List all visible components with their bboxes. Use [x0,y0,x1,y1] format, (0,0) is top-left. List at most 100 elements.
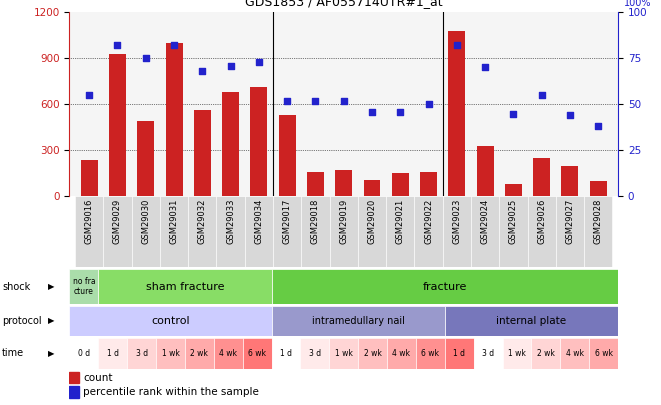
Bar [300,338,329,369]
Text: 3 d: 3 d [309,349,321,358]
Text: intramedullary nail: intramedullary nail [312,316,405,326]
Text: ▶: ▶ [48,349,55,358]
Bar [443,196,471,267]
Text: GDS1853 / AF055714UTR#1_at: GDS1853 / AF055714UTR#1_at [245,0,442,8]
Text: 6 wk: 6 wk [421,349,440,358]
Text: GSM29024: GSM29024 [481,198,490,244]
Point [310,97,321,104]
Text: 2 wk: 2 wk [364,349,381,358]
Text: GSM29032: GSM29032 [198,198,207,244]
Text: 0 d: 0 d [78,349,90,358]
Bar [75,196,103,267]
Bar [194,111,211,196]
Text: 100%: 100% [623,0,651,9]
Bar [392,173,408,196]
Bar [556,196,584,267]
Bar [477,146,494,196]
Bar [307,172,324,196]
Point [508,110,519,117]
Bar [502,338,531,369]
Text: 4 wk: 4 wk [219,349,237,358]
Bar [69,386,79,398]
Point [225,62,236,69]
Bar [165,43,182,196]
Bar [499,196,527,267]
Bar [272,306,445,336]
Bar [474,338,502,369]
Bar [420,172,437,196]
Text: 1 wk: 1 wk [161,349,179,358]
Text: 3 d: 3 d [482,349,494,358]
Bar [69,338,98,369]
Point [480,64,490,70]
Bar [301,196,330,267]
Text: GSM29019: GSM29019 [339,198,348,244]
Text: 4 wk: 4 wk [566,349,584,358]
Bar [272,269,618,304]
Point [338,97,349,104]
Bar [127,338,156,369]
Text: ▶: ▶ [48,282,55,291]
Point [197,68,208,75]
Text: GSM29031: GSM29031 [169,198,178,244]
Bar [387,338,416,369]
Bar [243,338,272,369]
Text: 3 d: 3 d [136,349,147,358]
Text: GSM29033: GSM29033 [226,198,235,244]
Text: 6 wk: 6 wk [248,349,266,358]
Bar [505,184,522,196]
Bar [69,306,272,336]
Text: GSM29025: GSM29025 [509,198,518,244]
Text: fracture: fracture [422,281,467,292]
Bar [533,158,550,196]
Text: GSM29029: GSM29029 [113,198,122,244]
Text: GSM29030: GSM29030 [141,198,150,244]
Text: GSM29016: GSM29016 [85,198,94,244]
Bar [471,196,499,267]
Point [593,123,603,130]
Bar [185,338,214,369]
Text: percentile rank within the sample: percentile rank within the sample [83,387,259,397]
Bar [216,196,245,267]
Text: 1 wk: 1 wk [334,349,353,358]
Text: internal plate: internal plate [496,316,566,326]
Bar [132,196,160,267]
Bar [98,269,272,304]
Bar [589,338,618,369]
Bar [69,269,98,304]
Bar [188,196,216,267]
Text: 2 wk: 2 wk [190,349,208,358]
Point [367,109,377,115]
Bar [160,196,188,267]
Text: GSM29026: GSM29026 [537,198,546,244]
Bar [386,196,414,267]
Point [282,97,292,104]
Bar [590,181,607,196]
Text: GSM29020: GSM29020 [368,198,377,244]
Text: GSM29023: GSM29023 [452,198,461,244]
Bar [98,338,127,369]
Bar [273,196,301,267]
Point [112,42,123,49]
Bar [364,179,381,196]
Bar [272,338,300,369]
Text: GSM29034: GSM29034 [254,198,263,244]
Bar [330,196,358,267]
Bar [445,338,474,369]
Bar [414,196,443,267]
Bar [214,338,243,369]
Bar [69,372,79,383]
Text: 4 wk: 4 wk [393,349,410,358]
Bar [416,338,445,369]
Bar [561,166,578,196]
Bar [531,338,561,369]
Bar [561,338,589,369]
Text: GSM29027: GSM29027 [565,198,574,244]
Text: time: time [2,348,24,358]
Text: GSM29017: GSM29017 [283,198,292,244]
Bar [156,338,185,369]
Text: control: control [151,316,190,326]
Point [451,42,462,49]
Bar [527,196,556,267]
Bar [81,160,98,196]
